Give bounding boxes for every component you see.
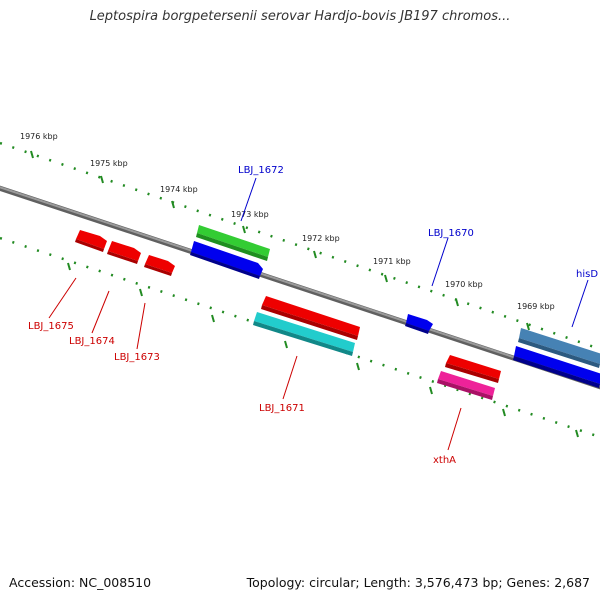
- gene-hisD[interactable]: [518, 328, 600, 368]
- tick-label: 1969 kbp: [517, 302, 555, 311]
- tick-label: 1976 kbp: [20, 132, 58, 141]
- genome-summary-text: Topology: circular; Length: 3,576,473 bp…: [246, 575, 590, 590]
- upper-major-ticks: [30, 150, 530, 331]
- tick-label: 1970 kbp: [445, 280, 483, 289]
- gene-red-reverse-xth[interactable]: [445, 355, 501, 383]
- tick-label: 1973 kbp: [231, 210, 269, 219]
- gene-LBJ_1671[interactable]: [261, 296, 360, 340]
- gene-xthA[interactable]: [437, 371, 495, 400]
- gene-label: xthA: [433, 455, 456, 466]
- tick-label: 1971 kbp: [373, 257, 411, 266]
- gene-cyan-reverse[interactable]: [253, 312, 355, 356]
- gene-LBJ_1672[interactable]: [196, 225, 270, 261]
- gene-LBJ_1670[interactable]: [405, 314, 433, 334]
- gene-blue-forward-1[interactable]: [190, 241, 263, 279]
- accession-text: Accession: NC_008510: [9, 575, 152, 590]
- gene-LBJ_1675[interactable]: [75, 230, 107, 252]
- tick-label: 1974 kbp: [160, 185, 198, 194]
- upper-tick-track: [0, 141, 600, 351]
- gene-label: LBJ_1675: [28, 321, 74, 332]
- lower-tick-track: [0, 236, 600, 439]
- gene-label: LBJ_1670: [428, 228, 474, 239]
- gene-LBJ_1674[interactable]: [107, 241, 141, 264]
- tick-label: 1972 kbp: [302, 234, 340, 243]
- map-title: Leptospira borgpetersenii serovar Hardjo…: [89, 9, 511, 24]
- lower-major-ticks: [67, 262, 579, 438]
- gene-label: LBJ_1674: [69, 336, 115, 347]
- gene-label: LBJ_1673: [114, 352, 160, 363]
- gene-LBJ_1673[interactable]: [144, 255, 175, 276]
- tick-label: 1975 kbp: [90, 159, 128, 168]
- gene-label: hisD: [576, 269, 598, 280]
- gene-label: LBJ_1671: [259, 403, 305, 414]
- gene-blue-forward-2[interactable]: [513, 346, 600, 388]
- gene-label: LBJ_1672: [238, 165, 284, 176]
